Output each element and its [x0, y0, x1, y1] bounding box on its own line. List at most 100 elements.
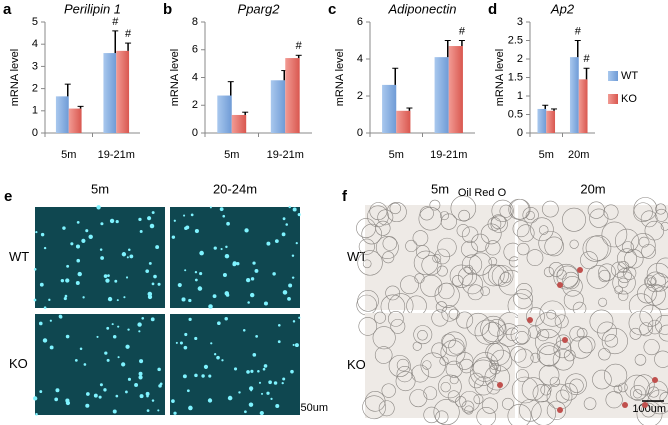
stain-label: Oil Red O — [458, 187, 507, 199]
micrograph-detail — [531, 400, 557, 425]
micrograph-detail — [70, 242, 74, 246]
micrograph-detail — [618, 277, 629, 288]
scale-bar-label: 50um — [300, 402, 328, 414]
micrograph-detail — [489, 363, 501, 375]
micrograph-detail — [512, 220, 530, 238]
micrograph-detail — [439, 211, 449, 221]
micrograph-detail — [114, 279, 118, 283]
panel-label: e — [4, 188, 12, 205]
micrograph-detail — [638, 236, 650, 248]
micrograph-detail — [534, 328, 561, 355]
micrograph-detail — [466, 312, 490, 337]
micrograph-detail — [405, 239, 418, 253]
micrograph-detail — [488, 319, 506, 337]
y-tick-label: 2 — [192, 99, 198, 111]
micrograph-detail — [291, 276, 295, 279]
micrograph-detail — [76, 258, 81, 263]
micrograph-detail — [613, 384, 623, 394]
micrograph-detail — [364, 391, 386, 412]
micrograph-detail — [538, 364, 560, 386]
micrograph-detail — [183, 345, 188, 350]
micrograph-detail — [282, 217, 286, 221]
micrograph-detail — [420, 352, 446, 378]
micrograph-detail — [385, 285, 400, 301]
micrograph-detail — [42, 338, 48, 343]
micrograph-detail — [77, 271, 82, 277]
y-tick-label: 2 — [357, 90, 363, 102]
micrograph-detail — [511, 376, 539, 404]
y-tick-label: 4 — [192, 71, 198, 83]
micrograph-detail — [375, 236, 399, 259]
micrograph-detail — [181, 297, 186, 302]
micrograph-detail — [480, 315, 507, 343]
micrograph-detail — [603, 363, 628, 387]
bar — [55, 96, 69, 133]
micrograph-detail — [526, 249, 544, 266]
micrograph-detail — [549, 376, 561, 387]
micrograph-detail — [586, 265, 611, 289]
micrograph-detail — [618, 382, 628, 393]
micrograph-detail — [474, 376, 494, 396]
micrograph-detail — [151, 399, 155, 402]
micrograph-detail — [374, 346, 393, 364]
micrograph-detail — [96, 335, 99, 338]
micrograph-detail — [183, 214, 186, 217]
micrograph-detail — [440, 340, 466, 365]
micrograph-detail — [282, 290, 288, 295]
micrograph-detail — [489, 360, 499, 370]
micrograph-detail — [171, 235, 176, 239]
micrograph-detail — [194, 373, 198, 378]
micrograph-detail — [188, 298, 192, 303]
micrograph-detail — [112, 334, 117, 339]
micrograph-detail — [546, 309, 557, 320]
micrograph-detail — [128, 248, 131, 251]
micrograph-detail — [99, 248, 103, 251]
micrograph-detail — [232, 262, 237, 267]
micrograph-detail — [246, 370, 250, 374]
y-tick-label: 1 — [32, 105, 38, 117]
micrograph-detail — [212, 294, 217, 299]
micrograph-detail — [173, 411, 177, 415]
micrograph-detail — [288, 205, 291, 209]
micrograph-detail — [121, 252, 127, 257]
micrograph-detail — [516, 224, 535, 243]
chart-title: Ap2 — [550, 1, 575, 16]
micrograph-detail — [356, 218, 376, 238]
micrograph-detail — [485, 240, 501, 256]
micrograph-detail — [236, 262, 240, 266]
micrograph-detail — [257, 369, 260, 373]
micrograph-detail — [127, 377, 132, 381]
legend-label: KO — [621, 93, 637, 105]
micrograph-detail — [54, 397, 59, 402]
micrograph-detail — [186, 389, 190, 393]
micrograph-detail — [254, 268, 259, 273]
micrograph-detail — [43, 246, 47, 250]
micrograph-detail — [441, 331, 467, 357]
micrograph-detail — [288, 283, 293, 288]
micrograph-detail — [148, 261, 152, 265]
micrograph-detail — [141, 316, 145, 320]
lipid-droplet — [497, 382, 503, 388]
micrograph-detail — [263, 364, 268, 368]
micrograph-detail — [538, 230, 563, 256]
micrograph-detail — [381, 383, 396, 398]
micrograph-detail — [382, 251, 395, 264]
micrograph-detail — [157, 409, 160, 412]
micrograph-detail — [210, 342, 213, 345]
micrograph-detail — [49, 319, 52, 322]
micrograph-detail — [292, 207, 297, 212]
micrograph-detail — [543, 266, 555, 278]
micrograph-detail — [105, 278, 110, 283]
micrograph-detail — [83, 363, 87, 366]
micrograph-detail — [612, 271, 636, 295]
micrograph-detail — [99, 383, 103, 387]
micrograph-detail — [509, 198, 531, 220]
micrograph-detail — [238, 391, 241, 394]
bar — [270, 80, 286, 133]
micrograph-detail — [258, 381, 262, 384]
micrograph-detail — [448, 338, 465, 355]
micrograph-detail — [245, 277, 251, 283]
micrograph-detail — [49, 345, 54, 350]
y-tick-label: 4 — [357, 53, 363, 65]
micrograph-detail — [432, 253, 442, 263]
